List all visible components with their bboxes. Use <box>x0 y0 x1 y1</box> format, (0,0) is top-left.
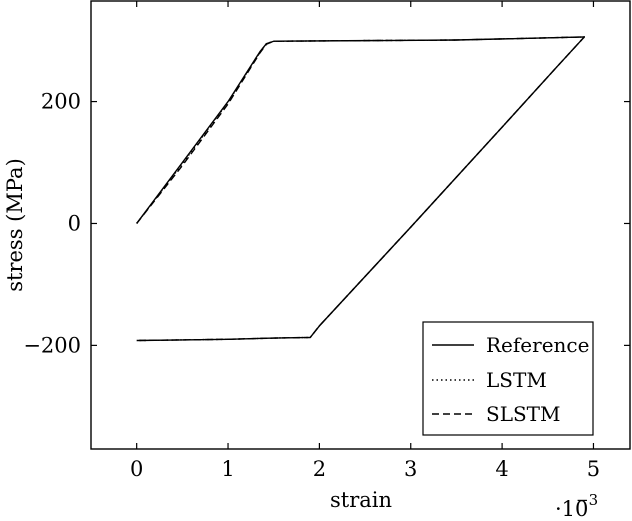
x-tick-label: 1 <box>221 457 234 481</box>
legend-label-slstm: SLSTM <box>486 402 561 426</box>
x-tick-label: 4 <box>495 457 508 481</box>
legend: Reference LSTM SLSTM <box>422 321 594 436</box>
legend-label-lstm: LSTM <box>486 368 547 392</box>
x-tick-label: 5 <box>587 457 600 481</box>
x-axis-label: strain <box>330 488 392 512</box>
series-group <box>136 36 586 342</box>
series-line-slstm <box>136 36 586 342</box>
svg-text:−3: −3 <box>576 491 598 509</box>
series-line-reference <box>136 36 586 342</box>
svg-text:·10: ·10 <box>555 497 588 521</box>
x-tick-label: 3 <box>404 457 417 481</box>
x-tick-label: 2 <box>313 457 326 481</box>
y-ticks: −200 0 200 <box>23 90 630 357</box>
y-tick-label: 0 <box>68 211 81 235</box>
x-scale-multiplier: ·10 −3 <box>555 491 598 521</box>
y-tick-label: 200 <box>41 90 81 114</box>
y-tick-label: −200 <box>23 333 81 357</box>
legend-label-reference: Reference <box>486 333 589 357</box>
x-ticks: 0 1 2 3 4 5 <box>130 1 600 481</box>
legend-box <box>422 321 594 436</box>
series-line-lstm <box>136 36 586 342</box>
x-tick-label: 0 <box>130 457 143 481</box>
y-axis-label: stress (MPa) <box>3 158 27 292</box>
plot-frame <box>90 0 631 450</box>
